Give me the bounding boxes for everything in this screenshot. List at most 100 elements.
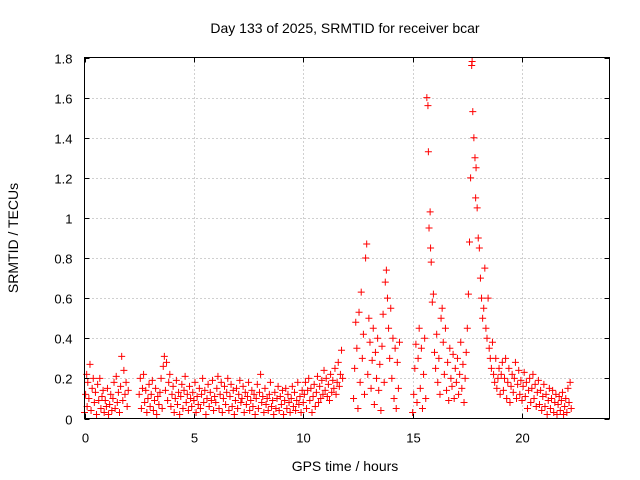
data-point [549, 386, 557, 394]
data-point [422, 394, 430, 402]
data-point [429, 290, 437, 298]
data-point [361, 390, 368, 398]
data-point [391, 344, 399, 352]
data-point [351, 364, 359, 372]
data-point [412, 340, 420, 348]
data-point [167, 402, 175, 410]
data-point [548, 394, 556, 402]
data-point [301, 378, 309, 386]
data-point [386, 354, 394, 362]
data-point [506, 398, 514, 406]
data-point [321, 386, 329, 394]
x-axis-label: GPS time / hours [292, 458, 399, 474]
data-point [428, 298, 436, 306]
data-point [371, 348, 379, 356]
data-point [564, 384, 572, 392]
data-point [204, 380, 212, 388]
data-point [157, 374, 165, 382]
data-point [424, 148, 432, 156]
data-point [466, 238, 473, 246]
data-point [494, 374, 502, 382]
data-point [319, 390, 327, 398]
data-point [85, 394, 93, 402]
data-point [435, 354, 443, 362]
data-point [424, 102, 432, 110]
data-point [118, 352, 126, 360]
data-point [109, 394, 117, 402]
data-point [122, 378, 130, 386]
data-point [140, 370, 148, 378]
data-point [90, 398, 98, 406]
data-point [557, 396, 565, 404]
data-point [176, 410, 184, 418]
data-point [414, 354, 422, 362]
data-point [164, 396, 172, 404]
data-point [261, 384, 269, 392]
data-point [378, 342, 386, 350]
data-point [225, 406, 233, 414]
data-point [382, 266, 390, 274]
data-point [291, 388, 298, 396]
data-point [84, 378, 92, 386]
data-point [103, 384, 111, 392]
data-point [316, 382, 324, 390]
data-point [523, 404, 531, 412]
data-point [235, 390, 243, 398]
data-point [206, 388, 214, 396]
data-point [479, 314, 487, 322]
data-point [274, 382, 282, 390]
data-point [147, 390, 155, 398]
data-point [96, 374, 104, 382]
data-point [116, 408, 123, 416]
data-point [339, 374, 347, 382]
data-point [482, 324, 490, 332]
data-point [146, 402, 154, 410]
data-point [299, 398, 307, 406]
data-point [396, 338, 403, 346]
y-tick-label: 0.8 [54, 252, 72, 267]
data-point [215, 404, 223, 412]
data-point [192, 408, 200, 416]
data-point [369, 324, 377, 332]
y-tick-label: 1.2 [54, 172, 72, 187]
data-point [541, 402, 549, 410]
data-point [303, 404, 311, 412]
data-point [195, 384, 203, 392]
data-point [201, 386, 209, 394]
data-point [207, 396, 215, 404]
data-point [553, 410, 561, 418]
data-point [334, 358, 342, 366]
data-point [472, 164, 480, 172]
data-point [144, 394, 152, 402]
data-point [521, 392, 529, 400]
data-point [165, 378, 173, 386]
data-point [190, 396, 198, 404]
data-point [161, 386, 169, 394]
data-point [488, 338, 496, 346]
data-point [554, 400, 562, 408]
data-point [377, 406, 385, 414]
data-point [269, 396, 277, 404]
data-point [392, 404, 400, 412]
data-point [426, 208, 434, 216]
data-point [427, 258, 435, 266]
data-point [110, 378, 118, 386]
data-point [202, 410, 210, 418]
data-point [364, 370, 372, 378]
data-point [336, 370, 344, 378]
data-point [156, 388, 164, 396]
data-point [441, 324, 449, 332]
data-points [81, 58, 575, 418]
data-point [566, 378, 574, 386]
data-point [136, 374, 144, 382]
data-point [123, 402, 131, 410]
data-point [263, 394, 271, 402]
data-point [253, 380, 261, 388]
data-point [277, 400, 285, 408]
data-point [511, 358, 519, 366]
data-point [241, 388, 249, 396]
data-point [350, 394, 358, 402]
data-point [499, 386, 507, 394]
data-point [179, 404, 187, 412]
